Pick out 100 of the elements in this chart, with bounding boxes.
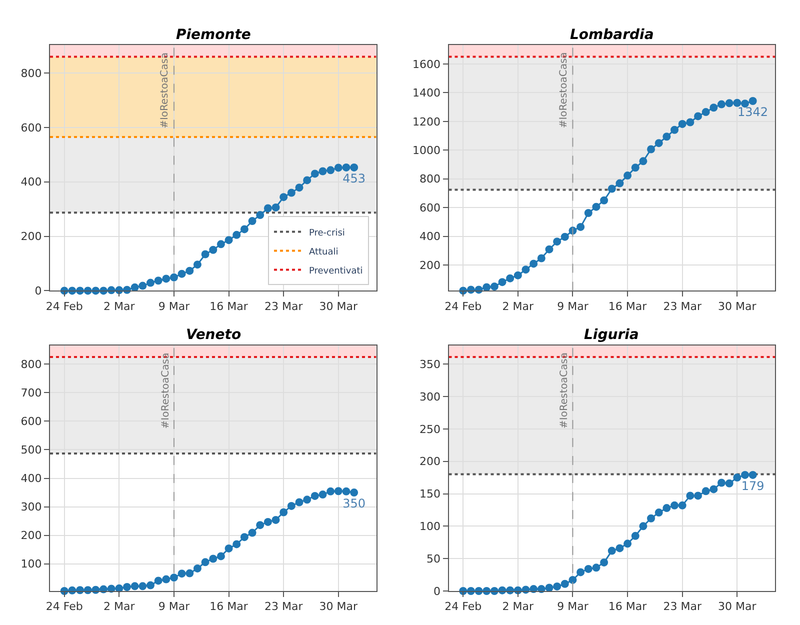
point [545,245,554,254]
point [710,485,718,494]
point [639,522,648,530]
data-label: 1342 [738,105,768,119]
point [498,278,506,286]
point [209,554,218,563]
point [303,176,312,184]
x-tick-label: 24 Feb [46,600,83,614]
point [224,236,233,244]
y-tick-label: 800 [20,358,42,371]
x-tick-label: 16 Mar [210,300,248,313]
x-tick-label: 24 Feb [444,300,482,313]
point [592,564,600,572]
point [624,540,632,548]
point [201,250,210,258]
point [710,104,718,112]
x-tick-label: 9 Mar [158,300,190,313]
ref-line-label: #IoRestoaCasa [558,52,570,128]
point [224,544,233,552]
point [248,217,256,226]
point [154,276,162,285]
point [514,271,522,280]
point [545,584,554,592]
chart-title: Piemonte [176,27,251,43]
point [647,145,656,154]
y-tick-label: 600 [420,201,441,214]
point [506,274,514,282]
y-tick-label: 200 [20,230,42,244]
point [662,504,671,512]
point [717,478,726,487]
point [576,568,585,576]
x-tick-label: 16 Mar [210,600,248,614]
point [733,98,742,107]
y-tick-label: 600 [20,415,42,428]
y-tick-label: 350 [420,358,441,371]
y-tick-label: 100 [20,558,42,571]
point [639,157,648,166]
y-tick-label: 500 [20,444,42,457]
y-tick-label: 1400 [412,86,441,100]
point [318,167,327,176]
point [686,118,694,126]
point [295,184,304,192]
point [560,232,569,241]
y-tick-label: 400 [420,230,441,244]
point [694,492,702,500]
point [662,132,671,141]
point [318,490,327,499]
point [240,225,248,234]
point [138,582,147,590]
point [178,570,186,578]
point [130,283,139,292]
point [678,120,686,128]
point [537,254,546,262]
ref-line-label: #IoRestoaCasa [160,52,171,128]
chart-title: Veneto [186,327,242,343]
point [725,479,734,488]
point [216,240,225,248]
point [303,496,312,504]
x-tick-label: 9 Mar [158,600,190,614]
point [334,487,342,496]
point [717,100,726,108]
y-tick-label: 200 [420,455,441,468]
x-tick-label: 23 Mar [663,600,702,614]
point [162,575,170,584]
y-tick-label: 1200 [412,115,441,128]
point [608,546,616,555]
ref-line-label: #IoRestoaCasa [559,352,570,428]
point [608,184,616,193]
y-tick-label: 400 [20,472,42,486]
point [310,170,319,178]
point [287,188,296,197]
point [702,487,710,496]
point [733,474,742,482]
y-tick-label: 300 [420,390,441,404]
point [170,273,178,282]
point [272,203,280,212]
x-tick-label: 2 Mar [502,300,534,313]
x-tick-label: 30 Mar [319,600,358,614]
y-tick-label: 800 [20,66,42,80]
y-tick-label: 200 [20,529,42,542]
point [592,202,600,211]
point [654,139,663,148]
y-tick-label: 700 [20,386,42,400]
point [122,583,131,591]
point [522,266,530,274]
point [350,163,358,172]
data-label: 179 [741,478,764,493]
legend-label: Pre-crisi [309,228,345,238]
x-tick-label: 24 Feb [444,600,482,614]
point [654,508,663,517]
point [256,211,264,220]
point [342,163,350,172]
legend-label: Preventivati [309,266,363,276]
data-label: 350 [342,496,366,511]
point [342,487,350,496]
point [272,516,280,524]
x-tick-label: 9 Mar [557,300,589,313]
point [350,488,358,497]
x-tick-label: 2 Mar [104,600,136,614]
point [264,518,272,526]
